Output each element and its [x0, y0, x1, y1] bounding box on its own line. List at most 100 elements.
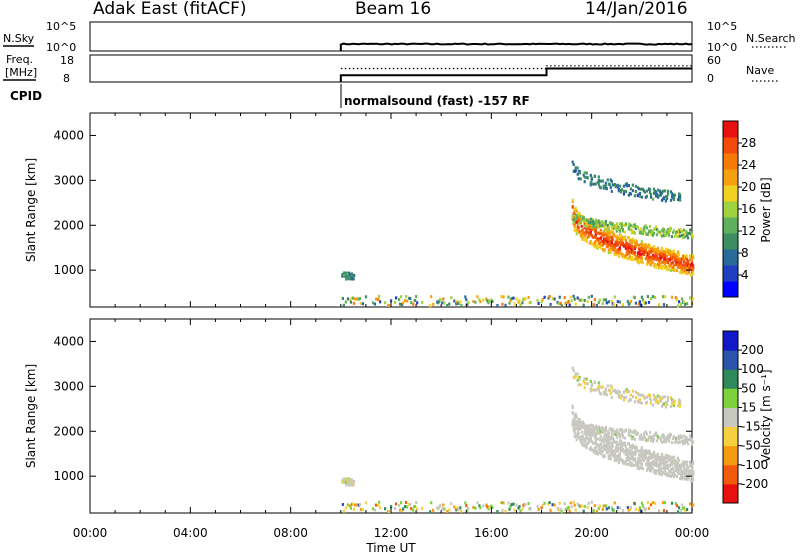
velocity-cell — [680, 508, 683, 512]
colorbar-tick-label: 200 — [741, 343, 764, 357]
power-cell — [446, 304, 449, 307]
freq-left-tick-top: 18 — [60, 54, 74, 67]
power-cell — [603, 248, 606, 252]
cpid-value: normalsound (fast) -157 RF — [344, 94, 530, 108]
velocity-cell — [582, 509, 585, 513]
velocity-cell — [612, 509, 615, 512]
velocity-cell — [661, 435, 665, 439]
power-cell — [594, 182, 597, 186]
time-tick-label: 08:00 — [273, 526, 308, 540]
velocity-cell — [640, 501, 643, 505]
velocity-cell — [678, 467, 681, 471]
power-cell — [361, 302, 365, 306]
velocity-cell — [624, 445, 627, 449]
velocity-cell — [664, 466, 668, 470]
velocity-cell — [487, 507, 490, 511]
colorbar-tick-label: -100 — [741, 458, 768, 472]
power-cell — [642, 228, 645, 232]
power-cell — [638, 195, 641, 198]
power-cell — [682, 236, 685, 240]
velocity-cell — [558, 501, 561, 505]
velocity-cell — [642, 434, 645, 438]
velocity-cell — [655, 439, 659, 443]
velocity-cell — [640, 401, 643, 405]
power-cell — [690, 273, 693, 277]
velocity-cell — [491, 506, 494, 509]
power-cell — [664, 234, 668, 238]
velocity-cell — [582, 379, 585, 383]
velocity-cell — [584, 436, 587, 440]
power-cell — [631, 189, 634, 193]
velocity-cell — [620, 394, 623, 398]
velocity-cell — [602, 447, 605, 451]
power-cell — [590, 294, 593, 298]
power-cell — [618, 184, 621, 188]
velocity-cell — [628, 444, 631, 448]
power-cell — [618, 246, 621, 250]
velocity-cell — [629, 398, 632, 402]
velocity-cell — [669, 475, 673, 478]
velocity-cell — [635, 448, 638, 452]
power-cell — [421, 300, 424, 304]
velocity-cell — [641, 393, 644, 397]
velocity-cell — [676, 471, 680, 475]
power-cell — [594, 240, 597, 243]
power-cell — [602, 241, 605, 245]
velocity-cell — [666, 395, 670, 399]
velocity-cell — [656, 394, 660, 398]
velocity-cell — [605, 507, 608, 511]
power-cell — [634, 301, 637, 305]
power-cell — [573, 217, 576, 221]
power-cell — [646, 295, 649, 299]
velocity-cell — [684, 441, 687, 445]
power-cell — [443, 301, 446, 305]
power-cell — [621, 228, 624, 231]
velocity-cell — [613, 453, 616, 457]
velocity-cell — [551, 503, 554, 507]
colorbar-segment — [723, 169, 738, 186]
power-cell — [460, 303, 463, 307]
velocity-cell — [666, 398, 670, 402]
power-cell — [686, 254, 689, 258]
velocity-cell — [591, 424, 594, 428]
velocity-cell — [619, 440, 622, 444]
velocity-cell — [577, 428, 580, 432]
power-cell — [456, 300, 459, 304]
power-cell — [638, 229, 641, 233]
power-cell — [541, 297, 544, 301]
velocity-cell — [656, 435, 660, 439]
velocity-cell — [610, 435, 613, 439]
range-tick-label: 2000 — [53, 424, 84, 438]
power-cell — [571, 205, 574, 209]
power-cell — [669, 190, 673, 194]
velocity-cell — [676, 441, 680, 445]
velocity-cell — [572, 426, 575, 430]
power-cell — [583, 298, 586, 302]
velocity-cell — [644, 430, 647, 434]
velocity-cell — [620, 443, 623, 447]
power-cell — [592, 224, 595, 228]
power-cell — [670, 250, 674, 254]
power-cell — [594, 230, 597, 234]
velocity-cell — [648, 430, 652, 434]
velocity-cell — [342, 477, 345, 481]
velocity-cell — [672, 470, 676, 474]
power-cell — [572, 212, 575, 216]
velocity-cell — [590, 500, 593, 504]
velocity-cell — [651, 455, 655, 459]
power-cell — [653, 295, 657, 299]
velocity-cell — [661, 501, 665, 505]
power-cell — [577, 222, 580, 226]
power-cell — [599, 228, 602, 232]
power-cell — [509, 299, 512, 303]
velocity-cell — [671, 472, 675, 475]
velocity-cell — [683, 471, 686, 475]
power-cell — [636, 226, 639, 230]
power-cell — [636, 194, 639, 198]
power-cell — [679, 271, 682, 274]
power-cell — [681, 230, 684, 233]
power-cell — [686, 302, 689, 306]
velocity-cell — [679, 436, 682, 440]
power-cell — [578, 169, 581, 173]
velocity-cell — [599, 434, 602, 438]
